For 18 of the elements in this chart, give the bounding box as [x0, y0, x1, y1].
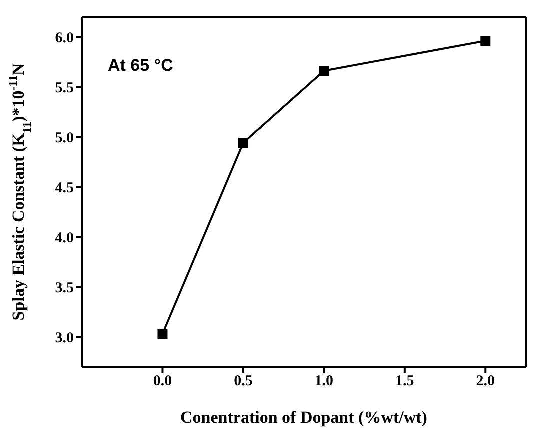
x-tick-label: 1.5: [396, 374, 414, 390]
y-tick-label: 3.0: [55, 330, 74, 346]
y-tick-label: 6.0: [55, 30, 74, 46]
point: [158, 329, 168, 339]
x-tick-label: 2.0: [476, 374, 496, 390]
x-tick-label: 0.5: [234, 374, 253, 390]
x-tick-label: 0.0: [153, 374, 172, 390]
y-tick-label: 4.0: [55, 230, 74, 246]
x-axis-title: Conentration of Dopant (%wt/wt): [180, 408, 428, 427]
y-tick-label: 3.5: [55, 280, 74, 296]
y-tick-label: 5.5: [55, 80, 74, 96]
point: [319, 66, 330, 76]
point: [238, 138, 248, 148]
point: [480, 36, 491, 46]
y-tick-label: 4.5: [55, 180, 74, 196]
y-tick-label: 5.0: [55, 130, 74, 146]
x-tick-label: 1.0: [314, 374, 334, 390]
annotation: At 65 °C: [108, 56, 174, 76]
